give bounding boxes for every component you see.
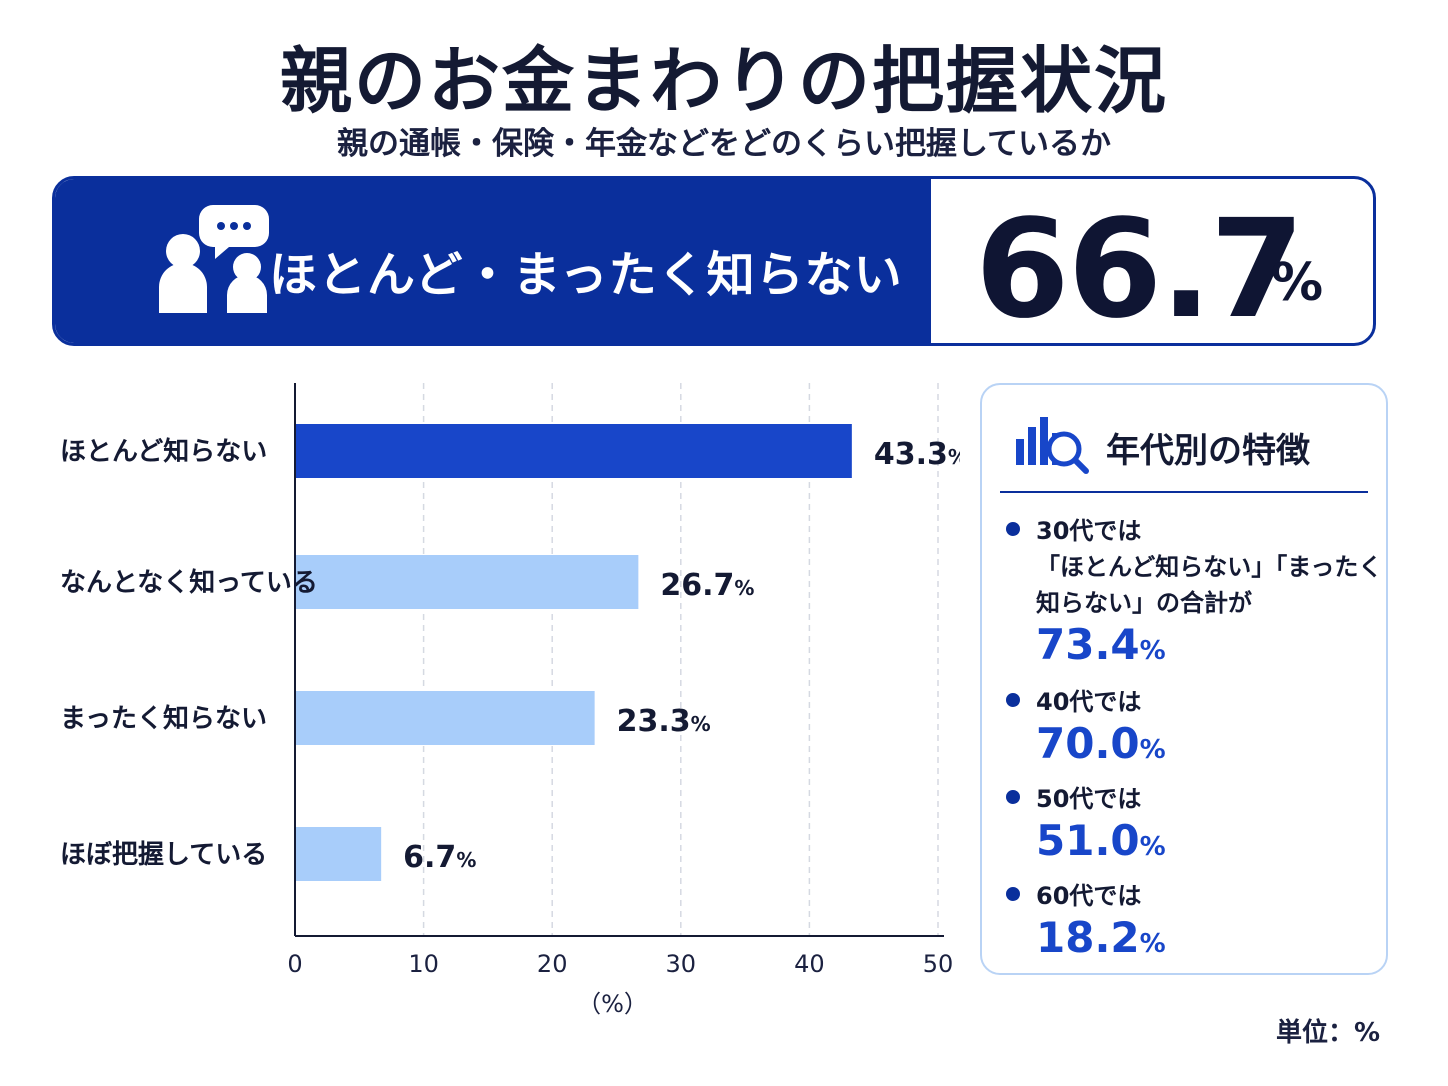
age-item-50s: 50代では 51.0% <box>1004 781 1374 871</box>
x-tick-label: 30 <box>666 950 697 978</box>
age-item-value: 18.2% <box>1036 913 1166 962</box>
page-title: 親のお金まわりの把握状況 <box>279 39 1168 123</box>
age-insights-panel: 年代別の特徴 30代では 「ほとんど知らない」「まったく 知らない」の合計が 7… <box>980 383 1388 975</box>
bar-chart-magnifier-icon <box>1016 417 1089 474</box>
x-tick-label: 50 <box>923 950 954 978</box>
category-label: ほとんど知らない <box>60 437 267 467</box>
age-item-60s: 60代では 18.2% <box>1004 878 1374 968</box>
headline-banner: ほとんど・まったく知らない 66.7 % <box>52 176 1376 346</box>
age-item-value: 70.0% <box>1036 719 1166 768</box>
age-item-text: 30代では <box>1036 517 1142 545</box>
x-axis-label: （%） <box>577 990 648 1018</box>
value-unit: % <box>734 576 754 600</box>
category-label: ほぼ把握している <box>60 840 267 870</box>
value-number: 43.3 <box>874 437 948 472</box>
value-label: 23.3% <box>617 704 711 739</box>
bar <box>296 827 382 881</box>
headline-value: 66.7 <box>975 191 1305 346</box>
value-unit: % <box>691 712 711 736</box>
bar <box>296 424 852 478</box>
value-unit: % <box>948 445 960 469</box>
category-label: まったく知らない <box>60 704 267 734</box>
age-item-text: 40代では <box>1036 688 1142 716</box>
value-label: 26.7% <box>660 568 754 603</box>
age-item-value: 73.4% <box>1036 620 1166 669</box>
page-subtitle: 親の通帳・保険・年金などをどのくらい把握しているか <box>336 126 1112 162</box>
people-speech-bubble-icon <box>159 205 269 313</box>
x-tick-label: 10 <box>408 950 439 978</box>
x-tick-label: 40 <box>794 950 825 978</box>
x-tick-label: 20 <box>537 950 568 978</box>
headline-banner-label-area: ほとんど・まったく知らない <box>55 179 931 343</box>
bar <box>296 691 595 745</box>
category-label: なんとなく知っている <box>60 568 318 598</box>
bullet-icon <box>1006 693 1020 707</box>
value-number: 26.7 <box>660 568 734 603</box>
headline-label: ほとんど・まったく知らない <box>269 247 903 303</box>
unit-note: 単位：% <box>1276 1018 1381 1048</box>
bullet-icon <box>1006 790 1020 804</box>
bar <box>296 555 639 609</box>
bullet-icon <box>1006 887 1020 901</box>
value-label: 43.3% <box>874 437 960 472</box>
age-item-value: 51.0% <box>1036 816 1166 865</box>
x-tick-label: 0 <box>287 950 302 978</box>
headline-unit: % <box>1271 253 1324 313</box>
age-item-30s: 30代では 「ほとんど知らない」「まったく 知らない」の合計が 73.4% <box>1004 513 1383 675</box>
value-label: 6.7% <box>403 840 476 875</box>
panel-divider <box>1000 491 1368 493</box>
value-number: 6.7 <box>403 840 456 875</box>
value-unit: % <box>456 848 476 872</box>
bullet-icon <box>1006 522 1020 536</box>
bar-chart: 0 10 20 30 40 50 （%） ほとんど知らない 43.3% なんとなく知っている 26.… <box>60 383 960 1018</box>
age-item-text: 「ほとんど知らない」「まったく <box>1036 553 1383 581</box>
value-number: 23.3 <box>617 704 691 739</box>
age-item-text: 50代では <box>1036 785 1142 813</box>
age-item-40s: 40代では 70.0% <box>1004 684 1374 774</box>
age-item-text: 60代では <box>1036 882 1142 910</box>
panel-title: 年代別の特徴 <box>1106 431 1310 471</box>
age-item-text: 知らない」の合計が <box>1036 589 1252 617</box>
